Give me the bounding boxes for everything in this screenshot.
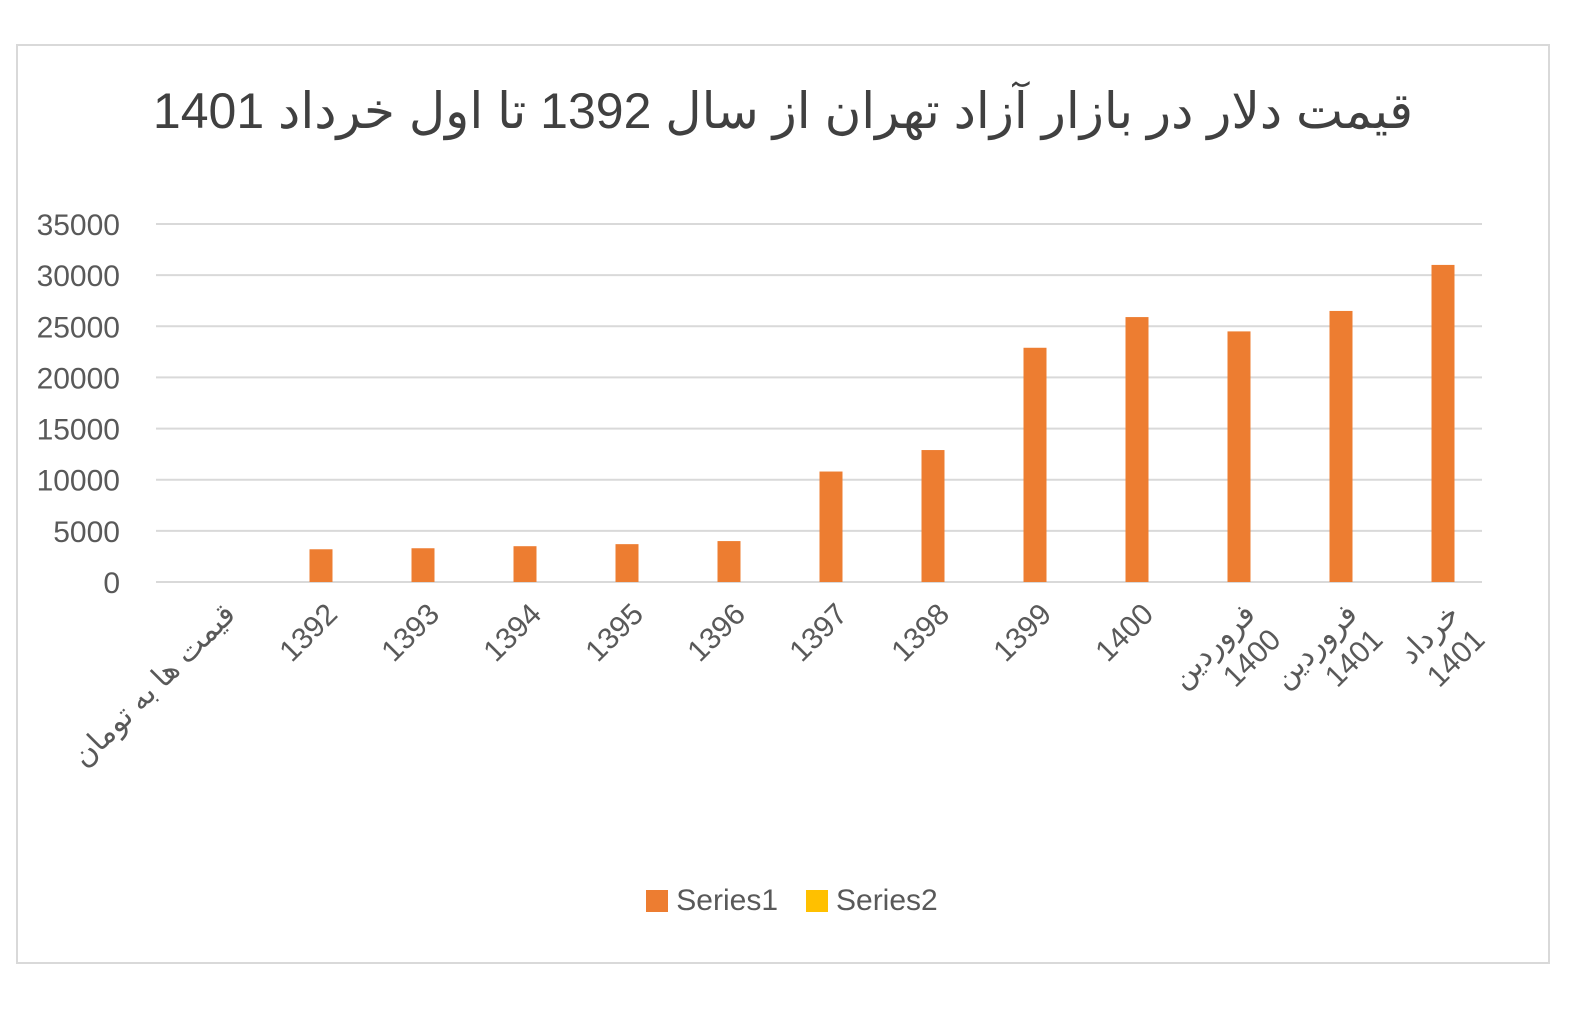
x-axis-ticks: قیمت ها به تومان 1392 1393 1394 1395 1396 1397… [66, 598, 1491, 775]
legend-label: Series1 [676, 884, 778, 917]
x-tick-label: قیمت ها به تومان [66, 598, 243, 775]
bar-1393 [411, 548, 435, 582]
bars [309, 264, 1455, 582]
x-tick-label: 1394 [477, 598, 548, 669]
x-tick: 1396 [681, 598, 752, 669]
bar-فروردین-1401 [1329, 310, 1353, 582]
bar-خرداد-1401 [1431, 264, 1455, 582]
x-tick: 1392 [273, 598, 344, 669]
legend-swatch [646, 890, 669, 912]
bar-1398 [921, 450, 945, 582]
legend-label: Series2 [836, 884, 938, 917]
x-tick-label: 1392 [273, 598, 344, 669]
x-tick: 1395 [579, 598, 650, 669]
x-tick: 1393 [375, 598, 446, 669]
bar-فروردین-1400 [1227, 331, 1251, 582]
y-axis-ticks: 0 5000 10000 15000 20000 25000 30000 35000 [37, 209, 120, 600]
bar-1396 [717, 541, 741, 582]
legend: Series1 Series2 [0, 884, 1584, 918]
x-tick-label: 1398 [885, 598, 956, 669]
y-tick-label: 5000 [53, 516, 120, 549]
x-tick: 1397 [783, 598, 854, 669]
chart-frame [16, 44, 1550, 964]
x-tick: 1394 [477, 598, 548, 669]
x-tick: 1400 [1089, 598, 1160, 669]
x-tick: قیمت ها به تومان [66, 598, 243, 775]
x-tick-label: 1400 [1089, 598, 1160, 669]
legend-item-series2: Series2 [806, 884, 938, 918]
y-tick-label: 30000 [37, 260, 120, 293]
y-tick-label: 25000 [37, 311, 120, 344]
bar-1399 [1023, 347, 1047, 582]
y-tick-label: 10000 [37, 465, 120, 498]
y-tick-label: 15000 [37, 414, 120, 447]
y-tick-label: 35000 [37, 209, 120, 242]
bar-1392 [309, 549, 333, 582]
bar-1395 [615, 544, 639, 582]
x-tick-label: 1397 [783, 598, 854, 669]
y-tick-label: 0 [103, 567, 120, 600]
x-tick-label: 1396 [681, 598, 752, 669]
x-tick-label: 1399 [987, 598, 1058, 669]
bar-1394 [513, 546, 537, 582]
chart-title: قیمت دلار در بازار آزاد تهران از سال 139… [152, 83, 1414, 139]
legend-swatch [806, 890, 828, 912]
x-tick: 1399 [987, 598, 1058, 669]
legend-item-series1: Series1 [646, 884, 778, 918]
x-tick: 1398 [885, 598, 956, 669]
bar-1400 [1125, 317, 1149, 582]
bar-1397 [819, 471, 843, 582]
x-tick-label: 1395 [579, 598, 650, 669]
y-tick-label: 20000 [37, 362, 120, 395]
x-tick-label: 1393 [375, 598, 446, 669]
gridlines [156, 223, 1482, 583]
